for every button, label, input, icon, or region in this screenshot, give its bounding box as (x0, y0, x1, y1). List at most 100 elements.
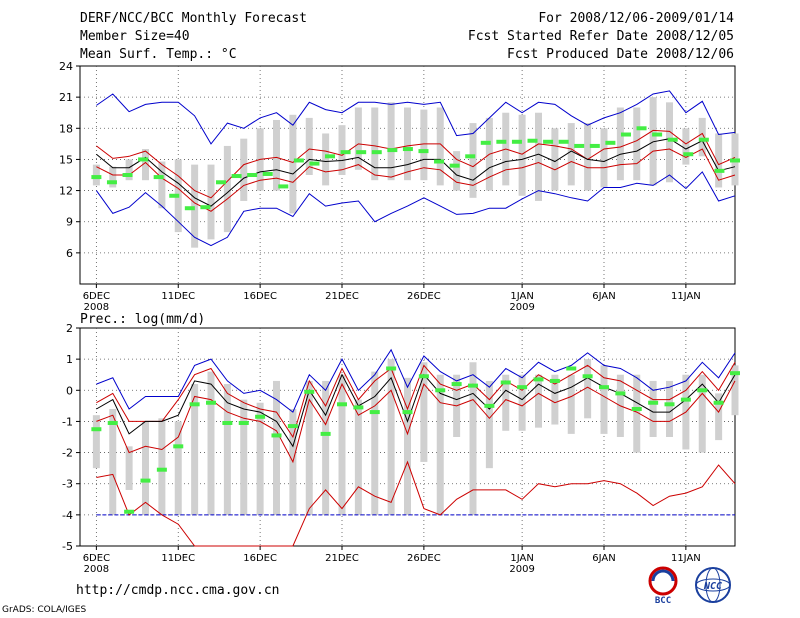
ensemble-box (649, 380, 657, 437)
ensemble-box (551, 128, 559, 191)
obs-marker (184, 206, 195, 211)
obs-marker (517, 385, 528, 390)
series-max (96, 348, 736, 413)
ensemble-box (191, 384, 199, 515)
ensemble-box (518, 114, 526, 196)
ensemble-box (223, 145, 231, 233)
ensemble-box (322, 380, 330, 515)
forecast-start-date: Fcst Started Refer Date 2008/12/05 (467, 29, 734, 44)
ensemble-box (616, 107, 624, 181)
obs-marker (418, 374, 429, 379)
x-tick-label: 16DEC (243, 291, 277, 302)
y-tick-label: 24 (59, 60, 73, 73)
obs-marker (106, 180, 117, 185)
ensemble-box (191, 164, 199, 248)
ensemble-box (600, 365, 608, 434)
ensemble-box (567, 374, 575, 434)
ensemble-box (682, 128, 690, 165)
obs-marker (140, 478, 151, 483)
series-min (95, 171, 736, 247)
ensemble-box (240, 138, 248, 201)
y-tick-label: 18 (59, 122, 73, 135)
x-tick-label: 11DEC (161, 291, 195, 302)
obs-marker (107, 420, 118, 425)
ensemble-box (371, 107, 379, 181)
y-tick-label: 6 (66, 247, 73, 260)
obs-marker (435, 388, 446, 393)
chart-title: DERF/NCC/BCC Monthly Forecast (80, 11, 307, 26)
obs-marker (189, 402, 200, 407)
series-lower (96, 380, 736, 464)
obs-marker (468, 383, 478, 388)
x-tick-label: 21DEC (325, 553, 359, 564)
precip-label: Prec.: log(mm/d) (80, 312, 206, 327)
obs-marker (91, 427, 102, 432)
ensemble-box (715, 133, 723, 188)
ensemble-box (518, 374, 526, 431)
ensemble-box (436, 107, 444, 186)
obs-marker (636, 126, 647, 131)
obs-marker (589, 143, 600, 148)
series-mean (96, 138, 736, 207)
obs-marker (138, 157, 149, 162)
forecast-range: For 2008/12/06-2009/01/14 (538, 11, 734, 26)
y-tick-label: 21 (59, 91, 73, 104)
obs-marker (599, 385, 609, 390)
ensemble-box (338, 125, 346, 175)
ensemble-box (698, 374, 706, 453)
source-url[interactable]: http://cmdp.ncc.cma.gov.cn (76, 583, 280, 598)
ensemble-box (731, 365, 739, 416)
bcc-logo-text: BCC (655, 596, 671, 605)
series-max (96, 90, 736, 145)
ensemble-box (633, 107, 641, 181)
y-tick-label: 15 (59, 153, 73, 166)
obs-marker (371, 150, 382, 155)
obs-marker (153, 175, 164, 180)
obs-marker (231, 174, 242, 179)
ensemble-box (535, 374, 542, 428)
ensemble-box (633, 374, 641, 453)
grads-credit: GrADS: COLA/IGES (2, 605, 87, 615)
obs-marker (122, 173, 133, 177)
obs-marker (434, 159, 445, 164)
ensemble-box (469, 362, 477, 515)
ensemble-box (404, 377, 411, 515)
obs-marker (309, 161, 320, 166)
obs-marker (387, 148, 398, 153)
obs-marker (238, 420, 249, 425)
x-tick-year-label: 2008 (84, 302, 109, 313)
x-tick-label: 1JAN (510, 553, 533, 564)
ensemble-box (142, 421, 149, 515)
ncc-logo: NCC (695, 567, 731, 603)
obs-marker (369, 410, 380, 415)
obs-marker (730, 158, 740, 163)
ensemble-box (387, 359, 395, 515)
obs-marker (615, 391, 626, 396)
obs-marker (683, 152, 694, 157)
x-tick-label: 1JAN (510, 291, 533, 302)
obs-marker (697, 388, 708, 393)
obs-marker (418, 149, 429, 154)
obs-marker (451, 382, 462, 387)
y-tick-label: -1 (62, 415, 73, 428)
obs-marker (648, 400, 659, 405)
obs-marker (484, 403, 495, 408)
obs-marker (713, 400, 724, 405)
ncc-logo-text: NCC (703, 581, 722, 592)
obs-marker (465, 154, 476, 159)
obs-marker (271, 433, 282, 438)
ensemble-box (256, 402, 264, 515)
obs-marker (680, 397, 691, 402)
ensemble-box (354, 107, 362, 170)
x-tick-label: 6JAN (592, 291, 615, 302)
obs-marker (667, 137, 678, 142)
ensemble-box (420, 109, 428, 181)
obs-marker (124, 509, 135, 514)
ensemble-box (420, 362, 428, 462)
ensemble-box (666, 380, 673, 437)
obs-marker (652, 132, 663, 137)
obs-marker (278, 184, 289, 189)
x-tick-year-label: 2009 (509, 564, 534, 575)
